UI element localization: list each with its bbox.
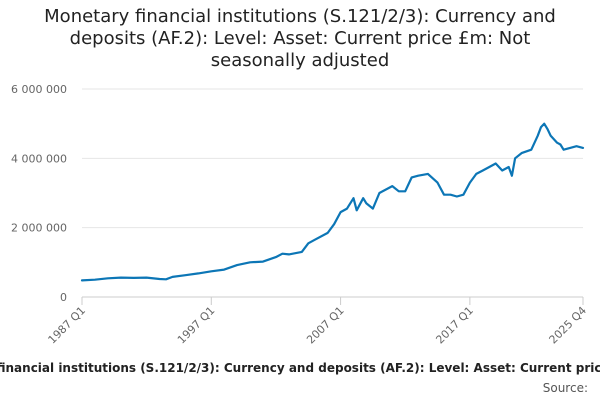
series-line[interactable] (80, 122, 585, 282)
y-tick-label: 0 (60, 291, 67, 304)
chart-title: Monetary financial institutions (S.121/2… (44, 6, 556, 71)
gridlines (82, 88, 583, 229)
x-axis: 1987 Q1 1997 Q1 2007 Q1 2017 Q1 2025 Q4 (46, 296, 590, 347)
x-tick-label: 1997 Q1 (175, 304, 218, 347)
y-tick-label: 4 000 000 (11, 152, 67, 165)
legend-item[interactable]: Monetary financial institutions (S.121/2… (0, 361, 600, 375)
x-tick-label: 2025 Q4 (547, 304, 590, 347)
y-tick-label: 2 000 000 (11, 222, 67, 235)
source-label: Source: (542, 381, 588, 395)
x-tick-label: 2017 Q1 (433, 304, 476, 347)
x-tick-label: 2007 Q1 (304, 304, 347, 347)
y-tick-label: 6 000 000 (11, 83, 67, 96)
y-axis-tick-labels: 0 2 000 000 4 000 000 6 000 000 (11, 83, 67, 304)
x-tick-label: 1987 Q1 (46, 304, 89, 347)
series-layer (80, 122, 585, 282)
